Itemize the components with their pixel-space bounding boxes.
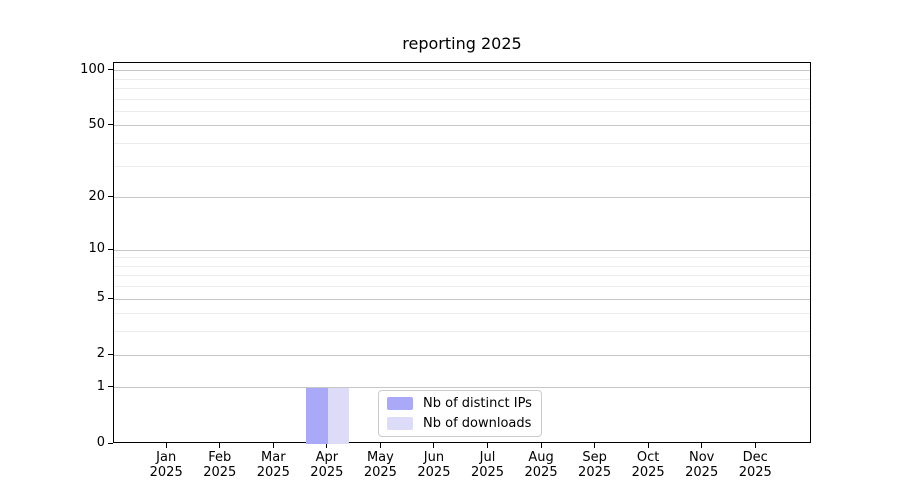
- x-tick-month: Mar: [261, 450, 286, 465]
- bar-apr-series-0: [306, 387, 328, 444]
- x-tick-month: Jan: [156, 450, 177, 465]
- x-tick-year: 2025: [524, 465, 558, 480]
- major-gridline-y-1: [114, 387, 810, 389]
- x-tick-mark-nov: [701, 443, 703, 448]
- legend-swatch-distinct-ips: [387, 397, 413, 410]
- y-tick-label-2: 2: [96, 346, 105, 362]
- x-tick-label-may: May 2025: [350, 450, 410, 480]
- x-tick-label-oct: Oct 2025: [618, 450, 678, 480]
- legend: Nb of distinct IPs Nb of downloads: [378, 390, 542, 437]
- x-tick-label-apr: Apr 2025: [297, 450, 357, 480]
- legend-item-distinct-ips: Nb of distinct IPs: [387, 396, 532, 411]
- x-tick-label-jan: Jan 2025: [136, 450, 196, 480]
- y-tick-label-50: 50: [88, 116, 105, 132]
- legend-label-distinct-ips: Nb of distinct IPs: [423, 396, 532, 411]
- minor-gridline-y-9: [114, 257, 810, 259]
- x-tick-mark-jul: [487, 443, 488, 448]
- x-tick-label-nov: Nov 2025: [672, 450, 732, 480]
- x-tick-label-aug: Aug 2025: [511, 450, 571, 480]
- minor-gridline-y-70: [114, 98, 810, 100]
- x-tick-year: 2025: [363, 465, 397, 480]
- y-tick-mark-0: [108, 442, 113, 444]
- x-tick-year: 2025: [256, 465, 290, 480]
- x-tick-month: Aug: [528, 450, 554, 465]
- y-tick-label-1: 1: [96, 378, 105, 394]
- y-tick-mark-10: [108, 248, 113, 250]
- x-tick-label-dec: Dec 2025: [725, 450, 785, 480]
- x-tick-mark-apr: [326, 443, 328, 448]
- x-tick-label-jul: Jul 2025: [458, 450, 518, 480]
- x-tick-year: 2025: [310, 465, 344, 480]
- legend-item-downloads: Nb of downloads: [387, 416, 532, 431]
- y-tick-mark-50: [108, 124, 113, 126]
- y-tick-label-0: 0: [96, 435, 105, 450]
- chart-title: reporting 2025: [402, 34, 522, 53]
- minor-gridline-y-8: [114, 265, 810, 267]
- minor-gridline-y-90: [114, 78, 810, 80]
- major-gridline-y-5: [114, 298, 810, 300]
- y-tick-mark-2: [108, 353, 113, 355]
- minor-gridline-y-60: [114, 110, 810, 112]
- x-tick-month: Apr: [315, 450, 339, 465]
- x-tick-month: Jul: [479, 450, 496, 465]
- x-tick-year: 2025: [203, 465, 237, 480]
- major-gridline-y-20: [114, 197, 810, 199]
- major-gridline-y-2: [114, 354, 810, 356]
- bar-apr-series-1: [327, 387, 350, 444]
- major-gridline-y-50: [114, 125, 810, 127]
- minor-gridline-y-6: [114, 286, 810, 288]
- x-tick-label-feb: Feb 2025: [190, 450, 250, 480]
- x-tick-year: 2025: [631, 465, 665, 480]
- y-tick-label-5: 5: [96, 290, 105, 306]
- y-tick-label-10: 10: [88, 241, 105, 256]
- x-tick-mark-sep: [594, 443, 596, 448]
- minor-gridline-y-3: [114, 331, 810, 333]
- x-tick-label-jun: Jun 2025: [404, 450, 464, 480]
- plot-area: Nb of distinct IPs Nb of downloads: [113, 62, 811, 444]
- major-gridline-y-100: [114, 70, 810, 72]
- x-tick-mark-oct: [647, 443, 649, 448]
- y-tick-mark-5: [108, 297, 113, 299]
- x-tick-mark-dec: [754, 443, 756, 448]
- y-tick-mark-1: [108, 386, 113, 388]
- y-tick-label-100: 100: [80, 61, 105, 77]
- x-tick-label-mar: Mar 2025: [243, 450, 303, 480]
- legend-swatch-downloads: [387, 417, 413, 430]
- x-tick-mark-jun: [433, 443, 435, 448]
- minor-gridline-y-4: [114, 313, 810, 315]
- x-tick-month: May: [366, 450, 394, 465]
- x-tick-month: Oct: [636, 450, 660, 465]
- minor-gridline-y-40: [114, 143, 810, 145]
- x-tick-mark-feb: [219, 443, 221, 448]
- x-tick-month: Dec: [742, 450, 768, 465]
- x-tick-year: 2025: [417, 465, 451, 480]
- minor-gridline-y-30: [114, 165, 810, 167]
- x-tick-month: Nov: [689, 450, 715, 465]
- x-tick-year: 2025: [738, 465, 772, 480]
- x-tick-mark-may: [379, 443, 381, 448]
- x-tick-year: 2025: [149, 465, 183, 480]
- legend-label-downloads: Nb of downloads: [423, 416, 532, 431]
- minor-gridline-y-80: [114, 87, 810, 89]
- y-tick-mark-100: [108, 69, 113, 71]
- x-tick-year: 2025: [470, 465, 505, 480]
- x-tick-month: Jun: [423, 450, 445, 465]
- x-tick-mark-aug: [540, 443, 542, 448]
- x-tick-mark-mar: [272, 443, 274, 448]
- x-tick-label-sep: Sep 2025: [565, 450, 625, 480]
- y-tick-label-20: 20: [88, 188, 105, 204]
- x-tick-year: 2025: [578, 465, 612, 480]
- x-tick-year: 2025: [685, 465, 719, 480]
- y-tick-mark-20: [108, 196, 113, 198]
- x-tick-month: Feb: [208, 450, 232, 465]
- major-gridline-y-10: [114, 249, 810, 251]
- minor-gridline-y-7: [114, 275, 810, 277]
- x-tick-month: Sep: [582, 450, 607, 465]
- x-tick-mark-jan: [165, 443, 167, 448]
